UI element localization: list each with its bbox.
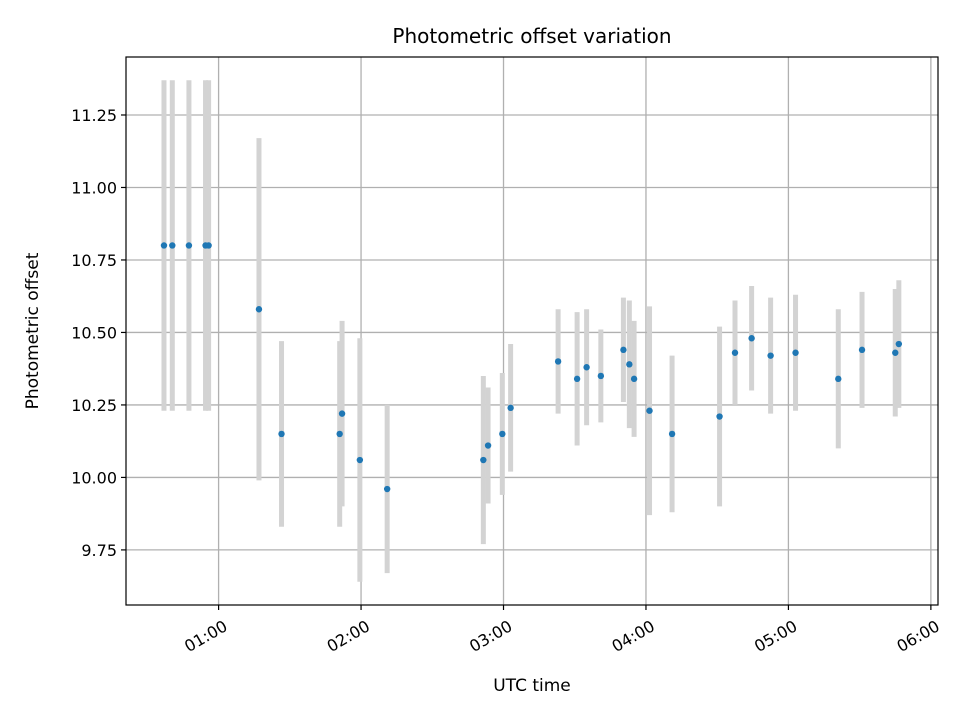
- y-tick-label-3: 10.50: [71, 323, 117, 342]
- data-point-15: [554, 358, 562, 365]
- data-point-13: [499, 430, 506, 438]
- data-point-19: [620, 346, 627, 354]
- data-point-22: [646, 407, 653, 414]
- data-point-27: [767, 352, 774, 359]
- data-point-0: [160, 242, 168, 249]
- data-point-9: [356, 456, 364, 464]
- data-point-11: [480, 456, 487, 464]
- data-point-29: [835, 375, 842, 383]
- data-point-10: [383, 485, 391, 493]
- data-point-28: [792, 349, 799, 356]
- plot-frame: [125, 56, 939, 606]
- y-tick-label-2: 10.25: [71, 396, 117, 415]
- y-tick-label-4: 10.75: [71, 251, 117, 270]
- data-point-26: [748, 335, 755, 342]
- data-point-7: [336, 430, 343, 438]
- data-point-14: [507, 404, 514, 412]
- data-point-8: [338, 410, 346, 417]
- y-axis-ticks: 9.75 10.00 10.25 10.50 10.75 11.00 11.25: [71, 106, 126, 560]
- data-point-24: [716, 413, 723, 420]
- y-tick-label-5: 11.00: [71, 178, 117, 197]
- data-point-2: [185, 242, 193, 249]
- data-point-21: [630, 375, 638, 383]
- data-points: [160, 242, 903, 493]
- data-point-25: [731, 349, 739, 356]
- data-point-12: [484, 442, 492, 449]
- data-point-5: [255, 306, 263, 313]
- data-point-31: [892, 349, 899, 356]
- x-axis-label: UTC time: [493, 676, 571, 696]
- data-point-1: [169, 242, 176, 249]
- data-point-23: [668, 430, 676, 438]
- y-axis-label: Photometric offset: [23, 252, 43, 409]
- data-point-30: [858, 346, 866, 354]
- data-point-17: [583, 364, 590, 371]
- chart-title: Photometric offset variation: [392, 24, 671, 48]
- data-point-20: [626, 361, 633, 368]
- data-point-18: [597, 372, 605, 380]
- y-tick-label-6: 11.25: [71, 106, 117, 125]
- data-point-32: [895, 340, 903, 348]
- data-point-4: [205, 242, 212, 249]
- data-point-6: [278, 430, 285, 438]
- data-point-16: [573, 375, 581, 383]
- y-tick-label-1: 10.00: [71, 468, 117, 487]
- y-tick-label-0: 9.75: [81, 541, 117, 560]
